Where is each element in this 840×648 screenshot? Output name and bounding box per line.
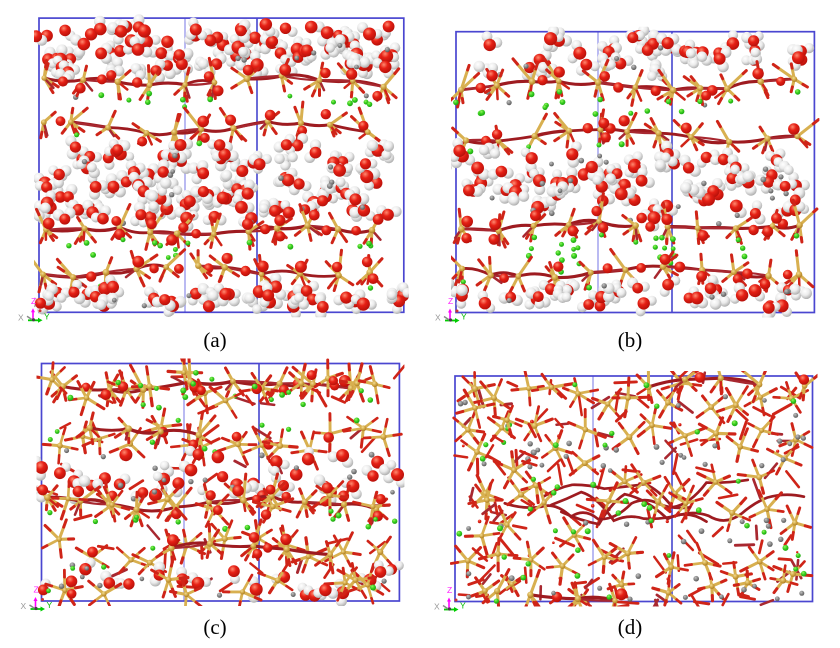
svg-text:Z: Z [34, 585, 39, 595]
svg-text:X: X [435, 313, 441, 323]
svg-text:(a): (a) [203, 328, 226, 352]
svg-text:(c): (c) [203, 615, 226, 639]
svg-text:Y: Y [47, 600, 53, 610]
svg-text:Z: Z [447, 585, 452, 595]
svg-text:X: X [18, 312, 24, 322]
svg-text:X: X [434, 602, 440, 612]
svg-text:X: X [21, 601, 27, 611]
svg-text:Y: Y [460, 601, 466, 611]
svg-text:(b): (b) [618, 328, 643, 352]
svg-text:Y: Y [44, 311, 50, 321]
svg-text:Z: Z [31, 296, 36, 306]
svg-text:(d): (d) [618, 615, 643, 639]
svg-text:Z: Z [448, 296, 453, 306]
svg-text:Y: Y [461, 312, 467, 322]
